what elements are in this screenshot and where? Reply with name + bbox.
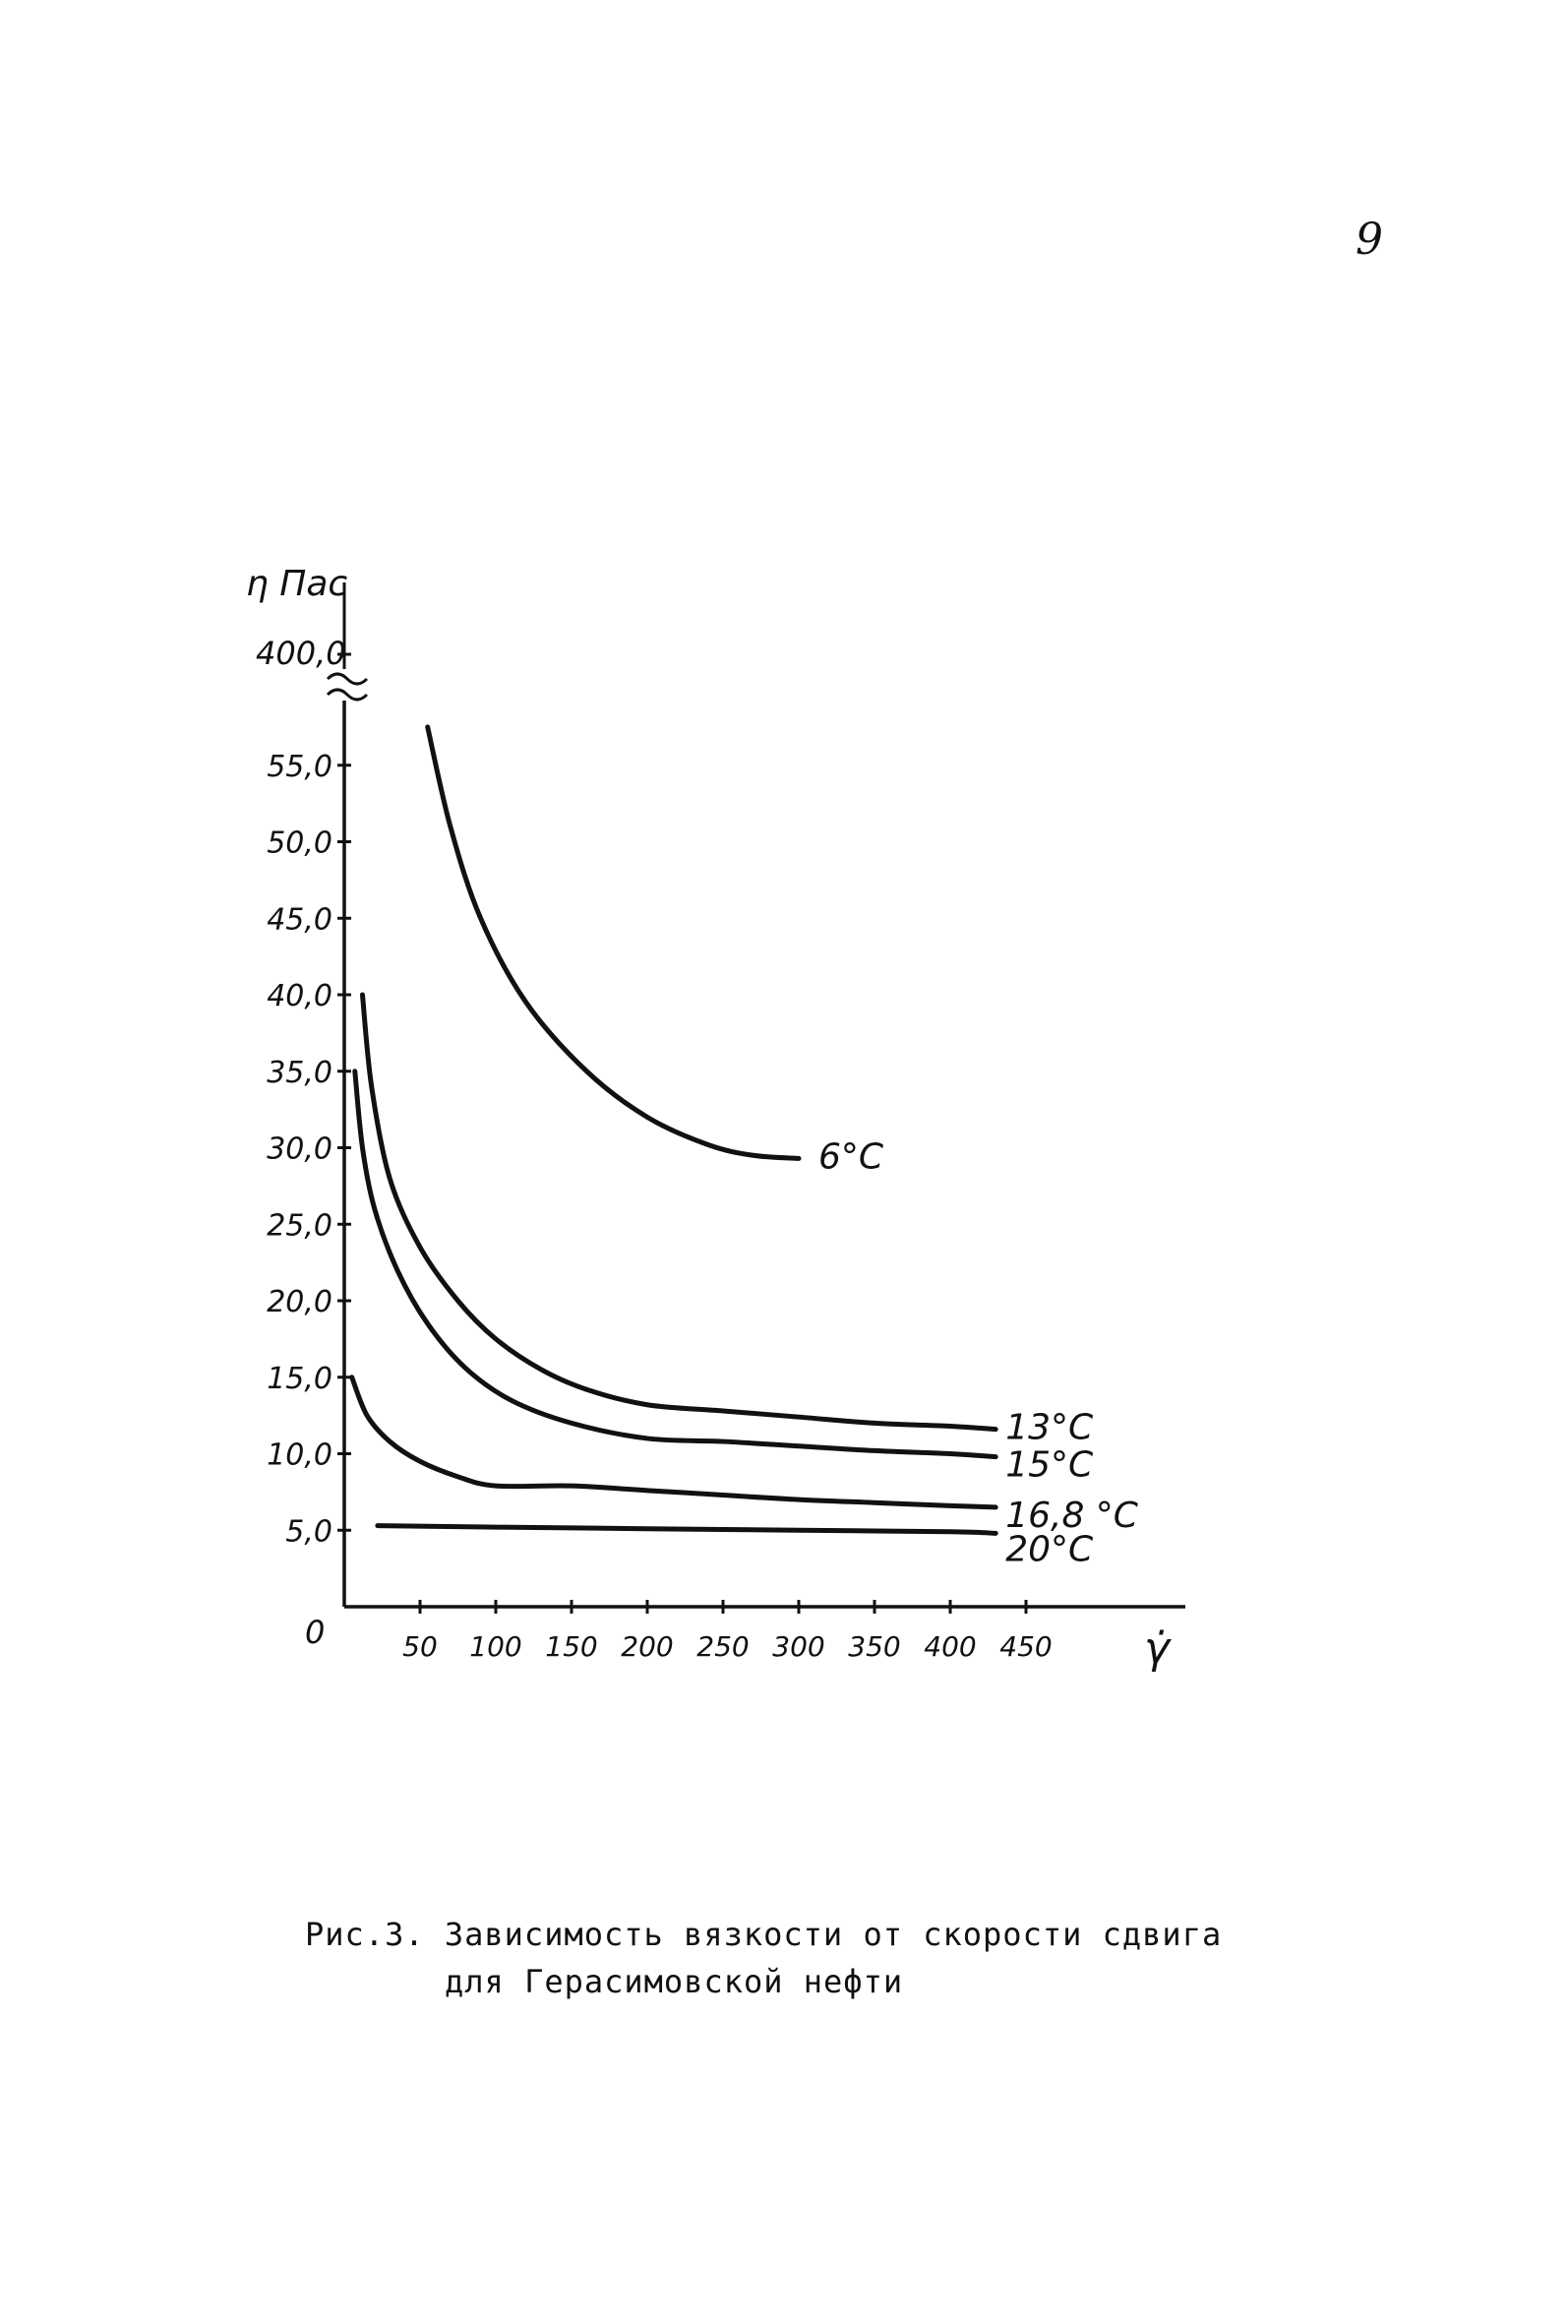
- y-tick-label: 50,0: [267, 826, 332, 861]
- y-tick-label-400: 400,0: [256, 635, 346, 672]
- series-line: [425, 724, 802, 1161]
- y-tick-label: 30,0: [267, 1132, 332, 1167]
- x-tick-label: 350: [848, 1630, 900, 1663]
- x-tick-label: 50: [402, 1630, 438, 1663]
- y-tick-label: 10,0: [267, 1438, 332, 1473]
- y-axis-break: [326, 672, 369, 702]
- x-tick-label: 400: [924, 1630, 976, 1663]
- series-label: 6°C: [818, 1136, 884, 1177]
- origin-label: 0: [305, 1614, 325, 1651]
- series-line: [359, 992, 998, 1433]
- caption-line-1: Рис.3. Зависимость вязкости от скорости …: [305, 1916, 1223, 1953]
- series-line: [349, 1375, 998, 1510]
- x-axis-label: γ̇: [1144, 1623, 1172, 1674]
- y-tick-label: 25,0: [267, 1208, 332, 1243]
- x-tick-label: 200: [621, 1630, 673, 1663]
- y-tick-label: 5,0: [285, 1514, 332, 1549]
- y-tick-label: 55,0: [267, 750, 332, 784]
- y-tick-label: 15,0: [267, 1362, 332, 1396]
- x-tick-label: 450: [999, 1630, 1052, 1663]
- series-line: [375, 1523, 998, 1536]
- series-line: [352, 1069, 998, 1460]
- series-group: 6°C 13°C15°C 16,8 °C20°C: [349, 724, 1139, 1569]
- tick-group: 5,0 10,0 15,0 20,0 25,0 30,0 35,0 40,0 45,0 50,0 5…: [267, 750, 1053, 1663]
- figure-caption: Рис.3. Зависимость вязкости от скорости …: [305, 1911, 1222, 2005]
- series-label: 20°C: [1005, 1529, 1094, 1569]
- caption-line-2: для Герасимовской нефти: [445, 1963, 904, 2000]
- y-tick-label: 20,0: [267, 1285, 332, 1319]
- series-label: 13°C: [1005, 1408, 1094, 1448]
- y-tick-label: 40,0: [267, 979, 332, 1013]
- x-tick-label: 100: [469, 1630, 521, 1663]
- viscosity-chart: 400,0 η Пас γ̇ 0 5,0 10,0 15,0 20,0 25,0 30,0…: [246, 564, 1185, 1674]
- y-tick-label: 35,0: [267, 1056, 332, 1090]
- series-label: 16,8 °C: [1005, 1496, 1139, 1536]
- page-number: 9: [1356, 214, 1383, 265]
- y-tick-label: 45,0: [267, 902, 332, 937]
- x-tick-label: 300: [772, 1630, 824, 1663]
- x-tick-label: 150: [545, 1630, 597, 1663]
- y-axis-label: η Пас: [246, 564, 347, 604]
- series-label: 15°C: [1005, 1445, 1094, 1486]
- x-tick-label: 250: [696, 1630, 749, 1663]
